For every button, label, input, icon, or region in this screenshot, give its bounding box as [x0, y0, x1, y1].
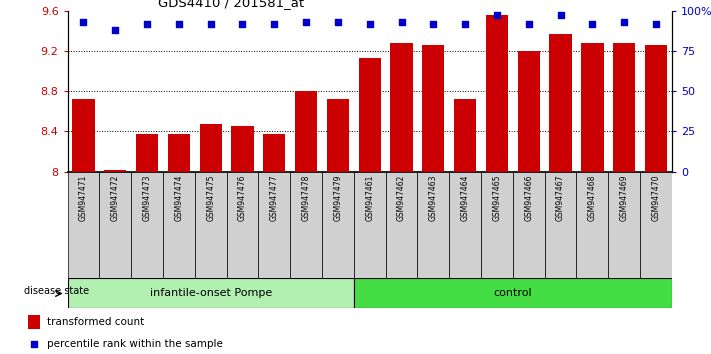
- Bar: [385, 172, 417, 278]
- Text: GSM947463: GSM947463: [429, 175, 438, 221]
- Point: [205, 21, 216, 26]
- Point: [237, 21, 248, 26]
- Text: disease state: disease state: [23, 286, 89, 296]
- Bar: [327, 99, 349, 172]
- Bar: [513, 172, 545, 278]
- Text: GSM947476: GSM947476: [238, 175, 247, 221]
- Bar: [258, 172, 290, 278]
- Point: [269, 21, 280, 26]
- Text: GSM947479: GSM947479: [333, 175, 343, 221]
- Bar: [354, 172, 385, 278]
- Point: [396, 19, 407, 25]
- Text: GSM947467: GSM947467: [556, 175, 565, 221]
- Bar: [481, 172, 513, 278]
- Bar: [263, 135, 285, 172]
- Bar: [354, 278, 672, 308]
- Text: GDS4410 / 201581_at: GDS4410 / 201581_at: [159, 0, 304, 10]
- Text: GSM947469: GSM947469: [620, 175, 629, 221]
- Bar: [104, 170, 127, 172]
- Text: GSM947464: GSM947464: [461, 175, 470, 221]
- Text: GSM947465: GSM947465: [493, 175, 501, 221]
- Text: GSM947461: GSM947461: [365, 175, 374, 221]
- Text: GSM947478: GSM947478: [301, 175, 311, 221]
- Text: control: control: [493, 288, 532, 298]
- Point: [651, 21, 662, 26]
- Point: [555, 13, 566, 18]
- Bar: [545, 172, 577, 278]
- Text: GSM947462: GSM947462: [397, 175, 406, 221]
- Bar: [454, 99, 476, 172]
- Text: GSM947472: GSM947472: [111, 175, 119, 221]
- Point: [427, 21, 439, 26]
- Bar: [231, 126, 254, 172]
- Text: GSM947473: GSM947473: [143, 175, 151, 221]
- Bar: [290, 172, 322, 278]
- Point: [109, 27, 121, 33]
- Text: percentile rank within the sample: percentile rank within the sample: [47, 339, 223, 349]
- Text: GSM947466: GSM947466: [524, 175, 533, 221]
- Bar: [577, 172, 609, 278]
- Text: GSM947468: GSM947468: [588, 175, 597, 221]
- Bar: [390, 43, 412, 172]
- Bar: [295, 91, 317, 172]
- Bar: [550, 34, 572, 172]
- Point: [491, 13, 503, 18]
- Bar: [136, 135, 158, 172]
- Text: GSM947475: GSM947475: [206, 175, 215, 221]
- Text: GSM947471: GSM947471: [79, 175, 88, 221]
- Bar: [417, 172, 449, 278]
- Bar: [68, 278, 354, 308]
- Point: [28, 341, 40, 347]
- Bar: [449, 172, 481, 278]
- Text: infantile-onset Pompe: infantile-onset Pompe: [149, 288, 272, 298]
- Bar: [640, 172, 672, 278]
- Point: [523, 21, 535, 26]
- Text: transformed count: transformed count: [47, 317, 144, 327]
- Point: [332, 19, 343, 25]
- Bar: [609, 172, 640, 278]
- Bar: [645, 45, 667, 172]
- Point: [587, 21, 598, 26]
- Point: [301, 19, 312, 25]
- Bar: [227, 172, 258, 278]
- Bar: [322, 172, 354, 278]
- Bar: [73, 99, 95, 172]
- Bar: [168, 135, 190, 172]
- Bar: [131, 172, 163, 278]
- Bar: [68, 172, 100, 278]
- Text: GSM947477: GSM947477: [269, 175, 279, 221]
- Bar: [100, 172, 131, 278]
- Point: [141, 21, 153, 26]
- Bar: [518, 51, 540, 172]
- Bar: [613, 43, 636, 172]
- Bar: [200, 124, 222, 172]
- Point: [619, 19, 630, 25]
- Point: [364, 21, 375, 26]
- Point: [173, 21, 185, 26]
- Point: [77, 19, 89, 25]
- Bar: [582, 43, 604, 172]
- Bar: [163, 172, 195, 278]
- Text: GSM947470: GSM947470: [651, 175, 661, 221]
- Bar: [358, 58, 381, 172]
- Text: GSM947474: GSM947474: [174, 175, 183, 221]
- Bar: [486, 15, 508, 172]
- Bar: [28, 315, 40, 329]
- Bar: [422, 45, 444, 172]
- Point: [459, 21, 471, 26]
- Bar: [195, 172, 227, 278]
